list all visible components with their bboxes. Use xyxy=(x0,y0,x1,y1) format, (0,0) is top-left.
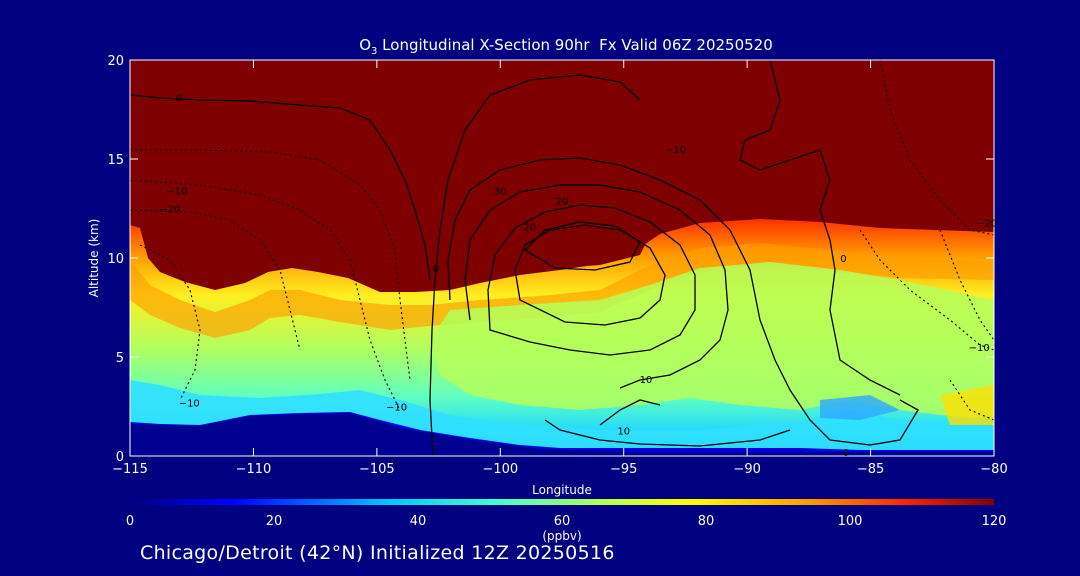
y-tick-label: 10 xyxy=(107,252,124,267)
colorbar-tick-label: 120 xyxy=(982,514,1007,529)
contour-label: 30 xyxy=(494,187,507,198)
contour-label: 0 xyxy=(176,94,182,105)
contour-label: 0 xyxy=(433,264,439,275)
contour-label: −10 xyxy=(166,187,187,198)
colorbar-tick-label: 40 xyxy=(410,514,427,529)
y-tick-label: 5 xyxy=(116,351,124,366)
x-tick-label: −90 xyxy=(733,462,760,477)
colorbar-ticks: 0 20 40 60 80 100 120 xyxy=(126,514,1007,529)
ozone-field xyxy=(130,60,994,456)
colorbar-unit-label: (ppbv) xyxy=(542,529,581,543)
colorbar xyxy=(130,499,994,505)
chart-title: O3 Longitudinal X-Section 90hr Fx Valid … xyxy=(359,36,773,57)
x-axis-label: Longitude xyxy=(532,483,592,497)
y-axis-label: Altitude (km) xyxy=(87,219,101,298)
contour-label: −10 xyxy=(179,399,200,410)
title-species: O xyxy=(359,36,371,54)
contour-label: 0 xyxy=(840,254,846,265)
contour-label: 0 xyxy=(843,448,849,459)
contour-label: 10 xyxy=(617,426,630,437)
contour-label: −10 xyxy=(665,145,686,156)
y-tick-label: 20 xyxy=(107,54,124,69)
colorbar-tick-label: 0 xyxy=(126,514,134,529)
contour-label: −20 xyxy=(159,205,180,216)
x-tick-label: −85 xyxy=(857,462,884,477)
contour-label: −10 xyxy=(386,403,407,414)
x-tick-label: −100 xyxy=(482,462,518,477)
x-tick-label: −105 xyxy=(359,462,395,477)
x-tick-label: −95 xyxy=(610,462,637,477)
colorbar-tick-label: 80 xyxy=(698,514,715,529)
y-tick-label: 15 xyxy=(107,153,124,168)
colorbar-tick-label: 20 xyxy=(266,514,283,529)
contour-label: −10 xyxy=(969,343,990,354)
title-rest: Longitudinal X-Section 90hr Fx Valid 06Z… xyxy=(377,36,772,54)
title-subscript: 3 xyxy=(371,46,377,57)
contour-label: −20 xyxy=(976,218,997,229)
contour-label: 20 xyxy=(524,222,537,233)
contour-label: 20 xyxy=(556,197,569,208)
colorbar-tick-label: 60 xyxy=(554,514,571,529)
colorbar-tick-label: 100 xyxy=(838,514,863,529)
x-tick-label: −115 xyxy=(112,462,148,477)
y-tick-label: 0 xyxy=(116,450,124,465)
x-tick-label: −110 xyxy=(236,462,272,477)
contour-labels: 0 −10 −20 −10 −10 0 10 10 20 30 20 −10 0 0 −10 −20 xyxy=(159,94,997,459)
x-tick-label: −80 xyxy=(980,462,1007,477)
contour-label: 10 xyxy=(640,375,653,386)
footer-caption: Chicago/Detroit (42°N) Initialized 12Z 2… xyxy=(140,542,615,564)
